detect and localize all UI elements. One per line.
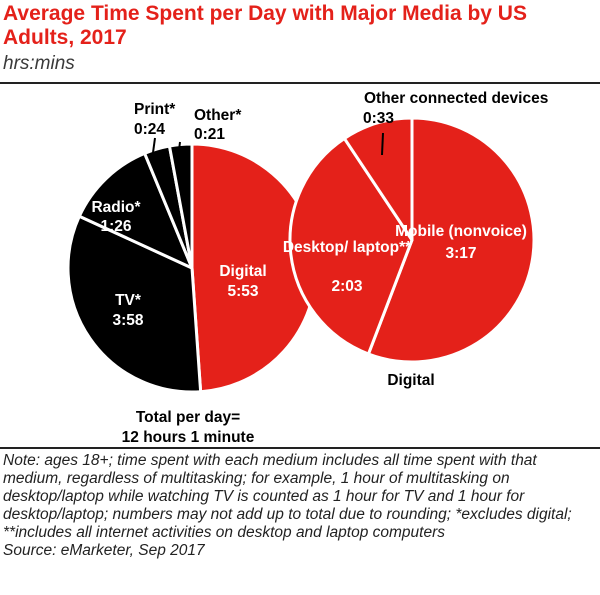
other-devices-slice (342, 116, 414, 242)
digital-pie-chart (288, 116, 536, 364)
note-text: Note: ages 18+; time spent with each med… (3, 452, 572, 541)
print-label: Print* (134, 101, 176, 118)
radio-value: 1:26 (100, 218, 131, 235)
digital-label: Digital (219, 263, 266, 280)
print-value: 0:24 (134, 121, 165, 138)
mobile-label: Mobile (nonvoice) (395, 223, 527, 240)
other-devices-value: 0:33 (363, 110, 394, 127)
desktop-slice (288, 136, 414, 356)
chart-area: Print* 0:24 Other* 0:21 Radio* 1:26 TV* … (66, 90, 548, 446)
media-pie-chart (66, 142, 318, 394)
notes-block: Note: ages 18+; time spent with each med… (3, 452, 597, 560)
total-line-2: 12 hours 1 minute (122, 429, 255, 446)
print-leader-line (151, 137, 156, 161)
digital-value: 5:53 (227, 283, 258, 300)
tv-slice (66, 214, 203, 394)
mobile-slice (366, 116, 536, 364)
other-devices-label: Other connected devices (364, 90, 548, 107)
tv-label: TV* (115, 292, 142, 309)
radio-label: Radio* (91, 199, 141, 216)
mobile-value: 3:17 (445, 245, 476, 262)
bottom-divider (0, 447, 600, 449)
radio-slice (77, 151, 194, 270)
tv-value: 3:58 (112, 312, 143, 329)
source-text: Source: eMarketer, Sep 2017 (3, 542, 205, 559)
total-line-1: Total per day= (136, 409, 240, 426)
other-devices-leader-line (381, 132, 384, 156)
desktop-value: 2:03 (331, 278, 362, 295)
desktop-label: Desktop/ laptop** (283, 239, 412, 256)
other-label: Other* (194, 107, 242, 124)
chart-title: Average Time Spent per Day with Major Me… (3, 2, 527, 49)
top-divider (0, 82, 600, 84)
chart-subtitle: hrs:mins (3, 53, 75, 74)
digital-pie-title: Digital (387, 372, 434, 389)
other-leader-line (177, 141, 181, 159)
other-value: 0:21 (194, 126, 225, 143)
